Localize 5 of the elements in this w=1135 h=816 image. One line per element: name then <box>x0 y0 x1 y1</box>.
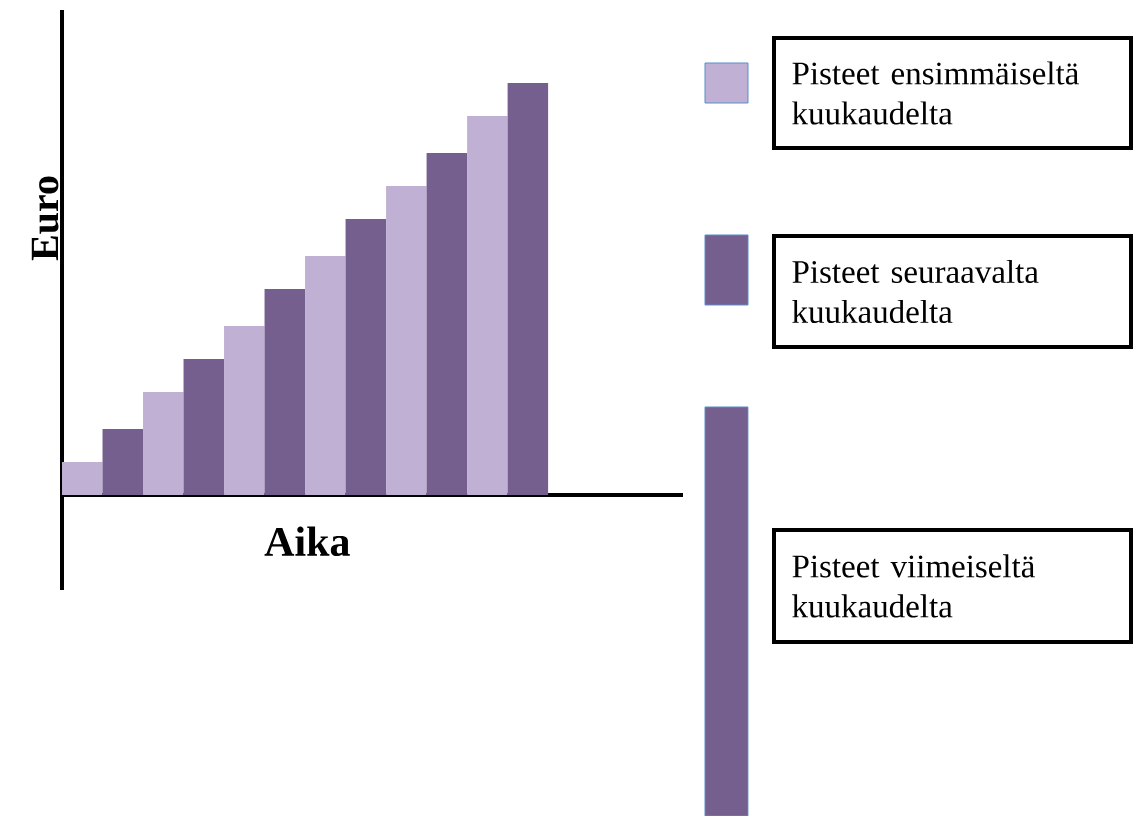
x-axis-title: Aika <box>264 526 350 557</box>
text: Pisteet seuraavalta kuukaudelta <box>792 259 1039 324</box>
text: Pisteet viimeiseltä kuukaudelta <box>792 554 1035 618</box>
y-axis-title: Euro <box>31 176 59 261</box>
text: Pisteet ensimmäiseltä kuukaudelta <box>792 61 1079 125</box>
